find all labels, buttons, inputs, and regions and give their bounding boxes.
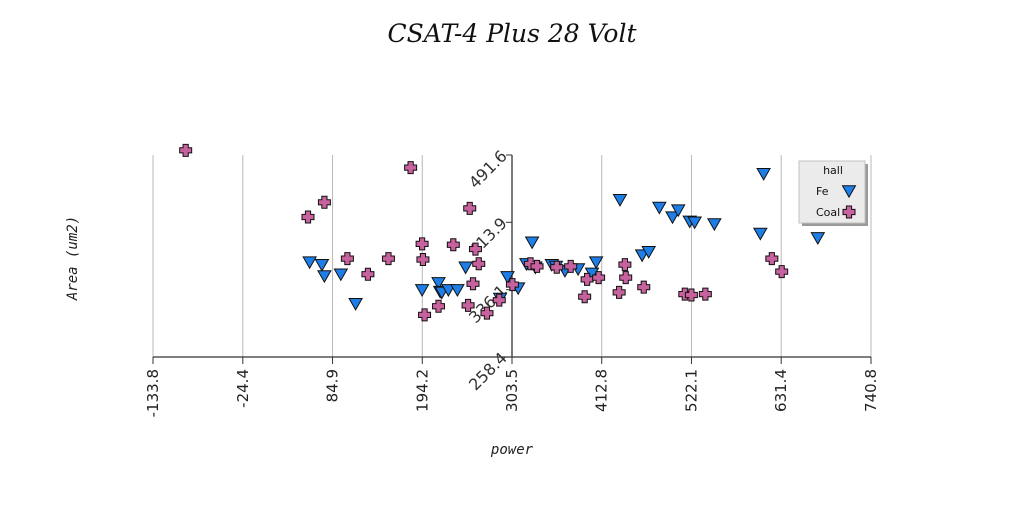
data-point-coal	[684, 288, 698, 302]
data-point-fe	[810, 232, 826, 245]
x-axis-title: power	[490, 442, 534, 458]
data-point-coal	[564, 259, 578, 273]
data-point-coal	[415, 237, 429, 251]
data-point-coal	[592, 271, 606, 285]
data-point-coal	[765, 252, 779, 266]
x-tick-label: 303.5	[503, 369, 521, 412]
data-point-coal	[612, 285, 626, 299]
data-point-fe	[756, 168, 771, 181]
data-point-coal	[361, 267, 375, 281]
y-axis-title: Area (um2)	[65, 216, 81, 301]
data-point-coal	[619, 271, 633, 285]
data-point-coal	[179, 143, 193, 157]
legend-marker-coal	[842, 205, 856, 219]
data-point-fe	[431, 277, 446, 291]
data-point-coal	[463, 201, 477, 215]
x-tick-label: 631.4	[772, 369, 790, 412]
data-point-coal	[468, 242, 482, 256]
data-point-coal	[550, 260, 564, 274]
x-tick-label: 740.8	[862, 369, 880, 412]
data-point-fe	[651, 201, 667, 215]
data-point-coal	[301, 210, 315, 224]
data-point-fe	[441, 284, 456, 297]
data-point-coal	[505, 278, 519, 292]
data-point-coal	[466, 277, 480, 291]
data-point-coal	[492, 293, 506, 307]
data-point-fe	[458, 261, 473, 275]
legend-title: hall	[823, 164, 843, 177]
data-point-coal	[523, 257, 537, 271]
data-point-fe	[302, 256, 317, 270]
data-point-fe	[687, 216, 703, 230]
data-point-fe	[314, 258, 330, 272]
data-point-coal	[698, 287, 712, 301]
data-point-coal	[637, 280, 651, 294]
data-point-coal	[461, 298, 475, 312]
y-tick-label: 491.6	[465, 146, 511, 192]
data-point-fe	[317, 270, 332, 284]
data-points	[179, 143, 826, 322]
data-point-coal	[317, 195, 331, 209]
data-point-coal	[446, 238, 460, 252]
legend-box	[798, 160, 866, 224]
data-point-coal	[404, 161, 418, 175]
data-point-coal	[432, 299, 446, 313]
data-point-coal	[340, 252, 354, 266]
data-point-fe	[670, 204, 686, 218]
x-tick-label: -133.8	[144, 369, 162, 417]
data-point-fe	[524, 236, 540, 250]
legend-label: Coal	[816, 206, 840, 219]
data-point-fe	[333, 268, 349, 282]
legend: hall Fe Coal	[798, 160, 868, 226]
x-tick-label: 194.2	[413, 369, 431, 412]
x-tick-label: 84.9	[324, 369, 342, 402]
data-point-fe	[348, 297, 363, 311]
data-point-fe	[752, 227, 768, 241]
data-point-coal	[618, 258, 632, 272]
data-point-coal	[775, 265, 789, 279]
data-point-coal	[480, 306, 494, 320]
data-point-coal	[578, 290, 592, 304]
data-point-coal	[418, 308, 432, 322]
data-point-fe	[641, 245, 657, 259]
data-point-coal	[580, 272, 594, 286]
data-point-coal	[416, 252, 430, 266]
data-point-fe	[414, 284, 430, 297]
data-point-fe	[500, 271, 515, 284]
chart-title: CSAT-4 Plus 28 Volt	[388, 19, 638, 48]
x-tick-label: 412.8	[593, 369, 611, 412]
data-point-fe	[665, 211, 680, 225]
data-point-fe	[450, 284, 465, 297]
data-point-fe	[707, 218, 722, 232]
x-tick-label: 522.1	[682, 369, 700, 412]
y-tick-label: 413.9	[465, 214, 511, 260]
legend-marker-fe	[841, 185, 857, 199]
data-point-coal	[530, 259, 544, 273]
legend-label: Fe	[816, 185, 829, 198]
x-tick-label: -24.4	[234, 369, 252, 408]
data-point-coal	[678, 287, 692, 301]
data-point-fe	[588, 256, 604, 270]
data-point-coal	[472, 257, 486, 271]
data-point-fe	[612, 193, 628, 207]
data-point-coal	[381, 252, 395, 266]
